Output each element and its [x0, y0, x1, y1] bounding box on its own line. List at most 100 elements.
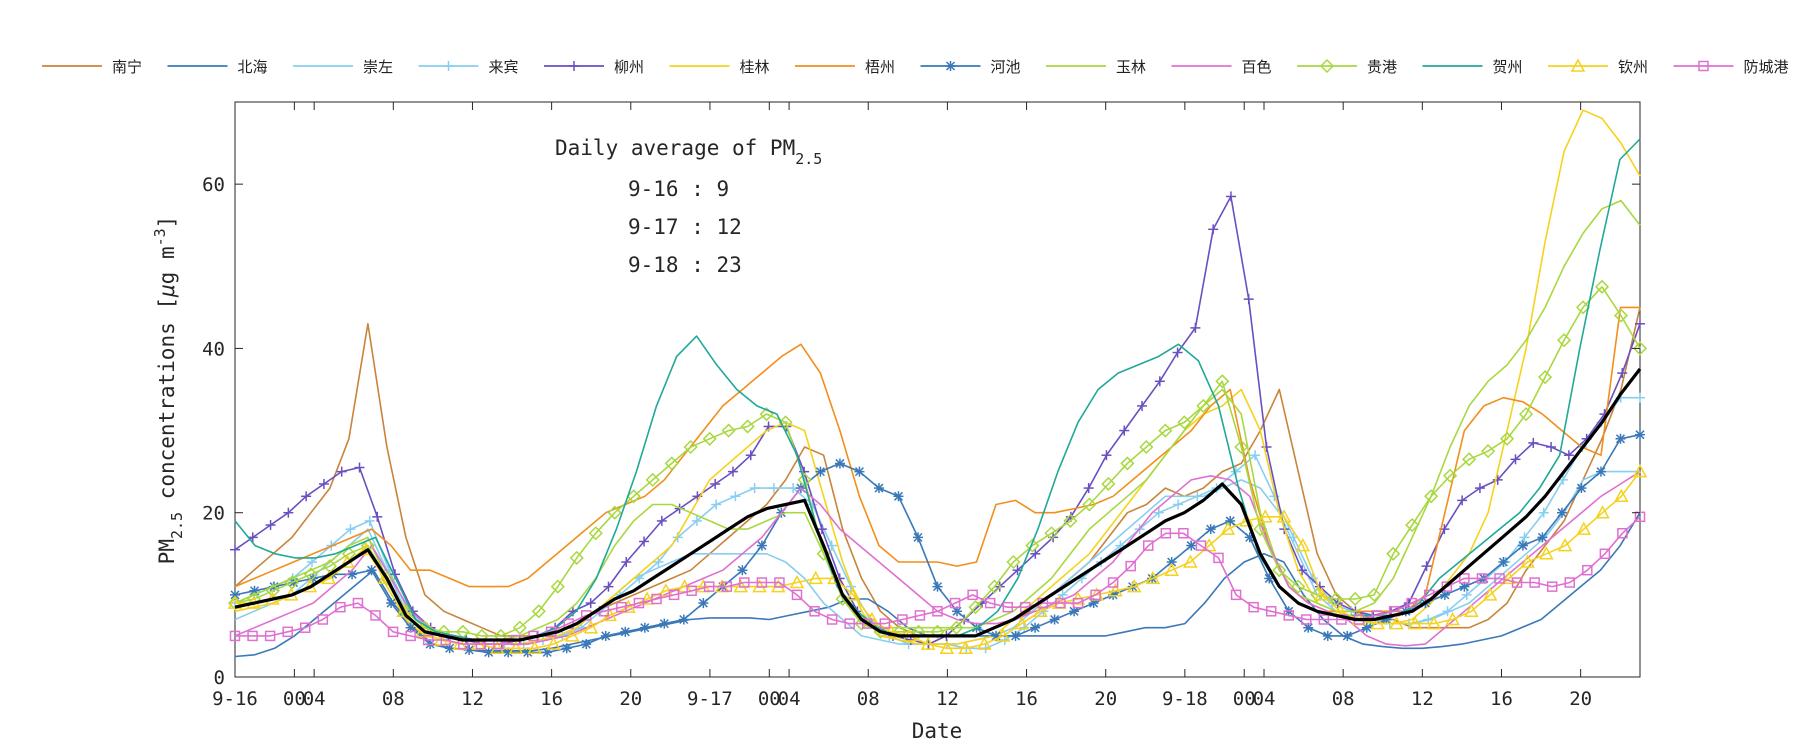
data-point	[1183, 554, 1198, 568]
data-point	[1599, 548, 1611, 560]
legend-item-防城港: 防城港	[1673, 58, 1789, 76]
data-point	[1160, 528, 1172, 539]
data-point	[911, 624, 926, 639]
data-point	[1055, 597, 1066, 609]
x-tick-label: 9-17	[687, 688, 733, 710]
data-point	[1213, 552, 1224, 564]
data-point	[322, 559, 337, 574]
data-point	[756, 577, 768, 588]
data-point	[703, 581, 715, 592]
data-point	[1205, 524, 1216, 535]
data-point	[1186, 540, 1197, 551]
data-point	[774, 577, 785, 588]
data-point	[1030, 548, 1041, 559]
legend-label: 柳州	[614, 58, 644, 76]
data-point	[1030, 622, 1041, 633]
data-point	[1476, 573, 1488, 584]
y-axis-title-pm: PM	[155, 539, 179, 564]
data-point	[1615, 433, 1626, 444]
annotation-line-3: 9-18 : 23	[628, 253, 742, 277]
data-point	[656, 515, 667, 526]
x-tick-label: 16	[1015, 688, 1038, 710]
data-point	[607, 505, 622, 520]
data-point	[1537, 532, 1548, 543]
legend-label: 崇左	[363, 58, 393, 76]
data-point	[932, 581, 943, 592]
x-tick-label: 08	[1332, 688, 1355, 710]
data-point	[1322, 630, 1333, 641]
data-point	[949, 597, 961, 609]
data-point	[1137, 400, 1148, 411]
legend-item-桂林: 桂林	[669, 58, 770, 76]
data-point	[354, 462, 365, 473]
data-point	[1303, 622, 1314, 633]
data-point	[710, 478, 721, 489]
y-tick-label: 20	[202, 503, 225, 525]
data-point	[958, 640, 973, 654]
data-point	[1164, 562, 1179, 576]
data-point	[396, 603, 411, 618]
data-point	[1498, 557, 1509, 567]
data-point	[980, 643, 991, 654]
legend-label: 河池	[991, 58, 1021, 76]
data-point	[683, 439, 698, 455]
data-point	[1556, 507, 1567, 518]
legend-item-钦州: 钦州	[1548, 58, 1648, 76]
data-point	[474, 628, 489, 643]
data-point	[733, 579, 749, 593]
x-axis-title: Date	[912, 719, 963, 743]
data-point	[645, 472, 660, 487]
legend-label: 南宁	[112, 58, 142, 76]
data-point	[745, 450, 756, 461]
legend-item-柳州: 柳州	[544, 58, 644, 76]
data-point	[778, 415, 793, 430]
data-point	[1407, 616, 1423, 630]
x-tick-label: 00	[1233, 688, 1256, 710]
data-point	[508, 640, 524, 654]
series-line	[234, 368, 1642, 642]
data-point	[1261, 442, 1272, 452]
series-防城港	[229, 511, 1646, 650]
data-point	[862, 618, 873, 629]
data-point	[550, 579, 565, 594]
legend-item-百色: 百色	[1171, 58, 1272, 76]
data-point	[1014, 616, 1030, 630]
data-point	[1072, 597, 1084, 609]
data-point	[1318, 614, 1330, 625]
legend: 南宁 北海 崇左 来宾 柳州 桂林 梧州 河池 玉林 百色 贵港 贺州 钦州 防城港	[42, 58, 1789, 76]
data-point	[1173, 499, 1184, 510]
legend-label: 来宾	[489, 58, 519, 76]
data-point	[1482, 587, 1498, 601]
data-point	[1517, 540, 1528, 551]
data-point	[930, 624, 945, 639]
data-point	[815, 466, 826, 477]
data-point	[1101, 476, 1116, 492]
data-point	[826, 614, 838, 625]
data-point	[808, 570, 823, 585]
data-point	[1421, 561, 1432, 572]
data-point	[1253, 522, 1268, 537]
data-point	[405, 630, 416, 642]
data-point	[531, 604, 546, 619]
data-point	[387, 626, 399, 638]
data-point	[1063, 513, 1078, 528]
data-point	[1154, 376, 1165, 387]
x-tick-label: 08	[857, 688, 880, 710]
data-point	[727, 466, 738, 477]
data-point	[1107, 577, 1119, 588]
data-point	[1464, 603, 1479, 618]
annotation-title: Daily average of PM2.5	[555, 136, 822, 168]
data-point	[1519, 532, 1530, 543]
data-point	[564, 628, 580, 642]
y-tick-label: 40	[202, 338, 225, 360]
data-point	[386, 598, 397, 609]
y-axis-title: PM2.5 concentrations [μg m-3]	[151, 216, 186, 565]
data-point	[1556, 333, 1572, 348]
data-point	[668, 589, 680, 601]
data-point	[912, 532, 923, 543]
data-point	[1632, 464, 1648, 478]
data-point	[546, 636, 561, 650]
data-point	[246, 591, 262, 607]
data-point	[845, 587, 861, 601]
data-point	[883, 624, 898, 638]
